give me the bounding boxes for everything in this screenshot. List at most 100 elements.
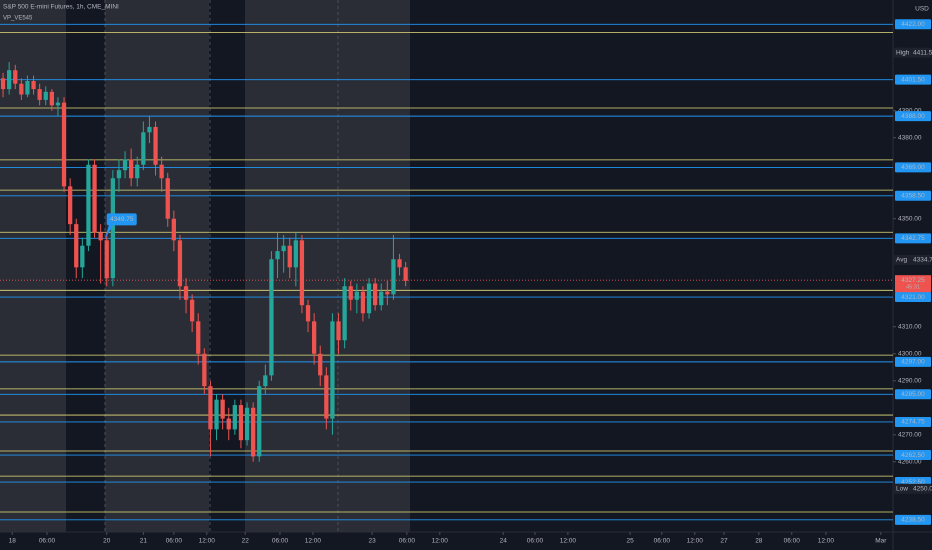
level-label: 4342.75	[901, 235, 925, 242]
y-tick-label: 4350.00	[898, 215, 922, 222]
candle-body	[336, 321, 341, 341]
level-label: 4369.00	[901, 164, 925, 171]
level-label-box	[895, 514, 931, 525]
candle-body	[122, 159, 128, 171]
candle-body	[196, 321, 201, 354]
marker-box	[895, 483, 931, 494]
x-tick-label: 12:00	[432, 538, 449, 545]
candle-body	[55, 102, 61, 106]
x-tick-label: 24	[500, 538, 508, 545]
candle-body	[202, 353, 207, 387]
candle-body	[251, 407, 256, 457]
level-label: 4297.00	[901, 359, 925, 366]
last-price-box	[895, 275, 931, 293]
candle-body	[153, 126, 158, 165]
currency: USD	[915, 6, 929, 13]
level-label: 4252.50	[901, 479, 925, 486]
candle-body	[299, 240, 305, 306]
x-tick-label: 12:00	[687, 538, 704, 545]
candle-body	[220, 399, 225, 419]
marker-name: Avg	[896, 257, 907, 264]
candle-body	[147, 126, 152, 133]
candle-body	[129, 159, 134, 179]
candle-body	[372, 283, 378, 306]
candle-body	[269, 259, 274, 376]
callout-label: 4349.75	[110, 216, 134, 223]
level-label-box	[895, 190, 931, 201]
level-label-box	[895, 450, 931, 461]
level-label: 4238.50	[901, 517, 925, 524]
marker-name-box	[893, 483, 908, 494]
x-tick-label: 12:00	[560, 538, 577, 545]
marker-box	[895, 254, 931, 265]
marker-box	[895, 47, 931, 58]
y-tick-label: 4260.00	[898, 459, 922, 466]
candle-body	[183, 286, 189, 300]
marker-label: 4411.50	[913, 49, 932, 56]
marker-name: Low	[896, 486, 908, 493]
level-label: 4358.50	[901, 193, 925, 200]
level-label-box	[895, 389, 931, 400]
candle-body	[43, 91, 48, 100]
candle-body	[281, 245, 286, 252]
x-tick-label: 06:00	[166, 538, 183, 545]
x-tick-label: 20	[103, 538, 111, 545]
candle-body	[19, 83, 24, 95]
callout-box	[106, 213, 137, 226]
candle-body	[98, 232, 103, 241]
level-label: 4422.00	[901, 21, 925, 28]
candle-body	[342, 286, 347, 341]
candle-body	[379, 291, 384, 306]
level-label-box	[895, 233, 931, 244]
callout-pointer	[104, 222, 115, 240]
candle-body	[37, 89, 42, 100]
level-label-box	[895, 292, 931, 303]
marker-label: 4250.00	[913, 486, 932, 493]
x-tick-label: 06:00	[39, 538, 56, 545]
candle-body	[244, 407, 250, 441]
x-tick-label: 25	[626, 538, 634, 545]
candle-body	[104, 240, 109, 279]
x-tick-label: 06:00	[527, 538, 544, 545]
y-tick-label: 4390.00	[898, 107, 922, 114]
candle-body	[257, 386, 262, 457]
x-tick-label: 22	[242, 538, 250, 545]
candle-body	[385, 291, 390, 295]
x-tick-label: Mar	[875, 538, 887, 545]
candle-body	[141, 132, 146, 165]
countdown: 45:31	[906, 285, 920, 291]
candle-body	[165, 178, 170, 219]
marker-name: High	[896, 49, 910, 56]
candle-body	[226, 418, 231, 430]
candle-body	[287, 245, 292, 268]
candle-body	[92, 164, 97, 233]
candle-body	[312, 321, 317, 354]
candle-body	[7, 70, 12, 90]
marker-label: 4334.75	[913, 257, 932, 264]
candle-body	[275, 251, 280, 260]
level-label-box	[895, 416, 931, 427]
x-tick-label: 12:00	[199, 538, 216, 545]
x-tick-label: 06:00	[272, 538, 289, 545]
level-label-box	[895, 356, 931, 367]
level-label-box	[895, 162, 931, 173]
level-label: 4401.50	[901, 76, 925, 83]
candle-body	[190, 299, 195, 322]
candle-body	[263, 375, 268, 387]
candle-body	[232, 405, 237, 430]
candle-body	[80, 245, 85, 268]
candle-body	[49, 91, 54, 106]
level-label: 4321.00	[901, 294, 925, 301]
candle-body	[177, 240, 183, 287]
level-label: 4262.50	[901, 452, 925, 459]
candle-body	[86, 164, 91, 246]
candle-body	[324, 375, 329, 419]
candle-body	[74, 224, 79, 268]
x-tick-label: 27	[720, 538, 728, 545]
candle-body	[403, 267, 408, 281]
y-tick-label: 4290.00	[898, 377, 922, 384]
candle-body	[360, 291, 366, 314]
level-label-box	[895, 74, 931, 85]
